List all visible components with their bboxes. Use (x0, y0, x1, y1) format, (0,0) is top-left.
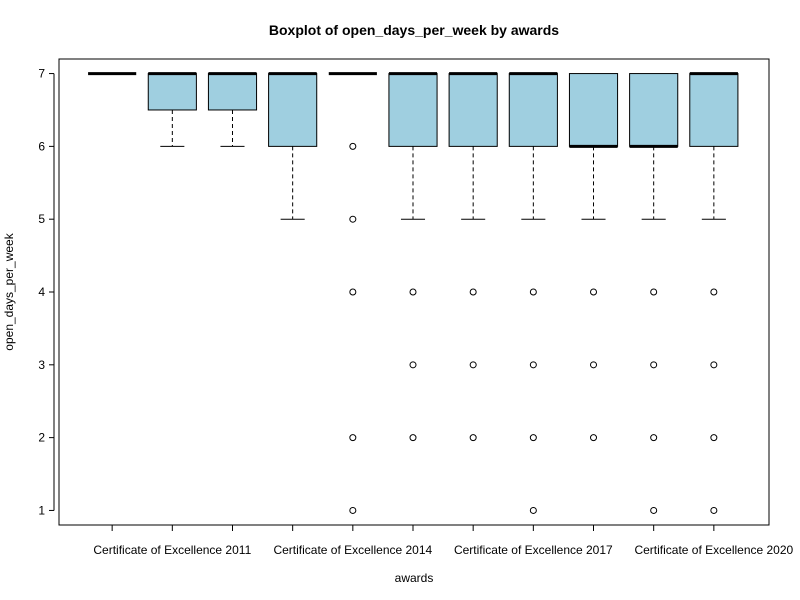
box-iqr (147, 73, 197, 111)
chart-title: Boxplot of open_days_per_week by awards (269, 22, 559, 38)
y-tick-label: 3 (38, 358, 45, 372)
outlier-point (710, 506, 718, 514)
outlier-point (409, 288, 417, 296)
box-5 (328, 72, 377, 514)
outlier-point (349, 288, 357, 296)
outlier-point (710, 361, 718, 369)
x-axis: Certificate of Excellence 2011 Certificat… (93, 524, 794, 557)
outlier-point (650, 361, 658, 369)
y-axis: 1 2 3 4 5 6 7 (38, 67, 55, 517)
x-tick-label: Certificate of Excellence 2014 (273, 543, 432, 557)
outlier-point (529, 288, 537, 296)
outlier-point (710, 434, 718, 442)
outlier-point (349, 215, 357, 223)
box-10 (629, 73, 679, 514)
outlier-point (650, 506, 658, 514)
outlier-point (409, 361, 417, 369)
y-tick-label: 2 (38, 431, 45, 445)
outlier-point (529, 434, 537, 442)
box-11 (689, 72, 739, 514)
box-3 (207, 72, 258, 147)
outlier-point (469, 434, 477, 442)
x-tick-label: Certificate of Excellence 2020 (634, 543, 793, 557)
y-tick-label: 7 (38, 67, 45, 81)
outlier-point (469, 361, 477, 369)
outlier-point (349, 142, 357, 150)
outlier-point (650, 434, 658, 442)
boxes-group (88, 72, 739, 514)
outlier-point (590, 361, 598, 369)
y-axis-label: open_days_per_week (2, 232, 16, 350)
y-tick-label: 5 (38, 212, 45, 226)
outlier-point (349, 506, 357, 514)
x-tick-label: Certificate of Excellence 2017 (454, 543, 613, 557)
box-iqr (689, 73, 739, 147)
box-2 (147, 72, 197, 147)
outlier-point (529, 361, 537, 369)
box-4 (268, 72, 318, 220)
box-iqr (448, 73, 498, 147)
x-axis-label: awards (395, 571, 434, 585)
outlier-point (590, 288, 598, 296)
outlier-point (349, 434, 357, 442)
box-iqr (629, 73, 679, 147)
box-9 (568, 73, 619, 442)
outlier-point (590, 434, 598, 442)
outlier-point (650, 288, 658, 296)
box-iqr (388, 73, 438, 147)
box-6 (388, 72, 438, 442)
y-tick-label: 1 (38, 503, 45, 517)
box-8 (508, 72, 558, 514)
box-iqr (568, 73, 619, 147)
x-tick-label: Certificate of Excellence 2011 (93, 543, 251, 557)
box-7 (448, 72, 498, 442)
outlier-point (469, 288, 477, 296)
box-iqr (268, 73, 318, 147)
outlier-point (529, 506, 537, 514)
y-tick-label: 4 (38, 285, 45, 299)
box-iqr (207, 73, 258, 111)
outlier-point (409, 434, 417, 442)
y-tick-label: 6 (38, 139, 45, 153)
outlier-point (710, 288, 718, 296)
box-iqr (508, 73, 558, 147)
